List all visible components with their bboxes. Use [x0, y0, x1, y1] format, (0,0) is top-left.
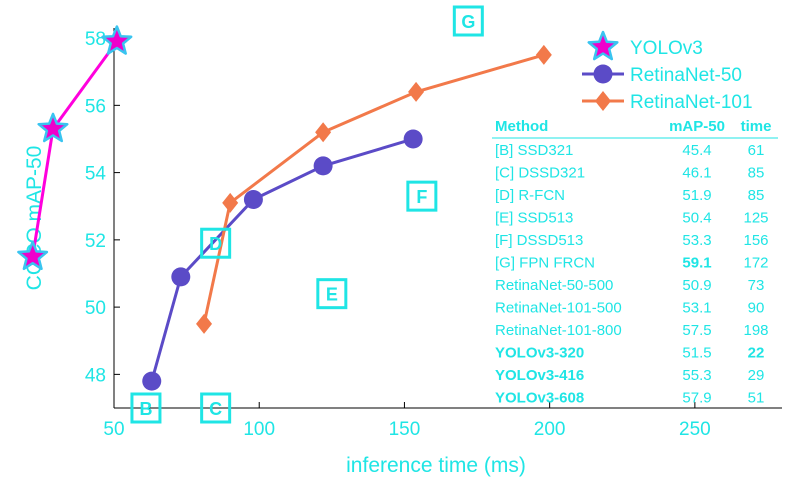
x-tick-label: 200 — [534, 419, 566, 440]
table-cell-map: 50.4 — [682, 210, 711, 227]
table-cell-time: 85 — [748, 187, 765, 204]
table-cell-method: RetinaNet-101-500 — [495, 300, 622, 317]
y-tick-label: 56 — [85, 96, 106, 117]
table-cell-time: 125 — [743, 210, 768, 227]
table-cell-time: 156 — [743, 232, 768, 249]
marker-letter-e: E — [326, 285, 338, 305]
marker-box-d — [200, 227, 232, 259]
data-point-retinanet-50 — [313, 156, 333, 176]
data-point-yolov3 — [17, 240, 49, 271]
table-cell-time: 198 — [743, 322, 768, 339]
x-axis-title: inference time (ms) — [346, 454, 526, 477]
data-point-retinanet-101 — [196, 313, 213, 334]
table-cell-map: 46.1 — [682, 165, 711, 182]
y-tick-label: 54 — [85, 164, 107, 185]
table-cell-map: 57.9 — [682, 390, 711, 407]
legend-marker — [593, 64, 613, 84]
legend-label: RetinaNet-50 — [630, 65, 742, 86]
data-point-retinanet-101 — [222, 192, 239, 213]
marker-box-f — [406, 180, 438, 212]
data-point-yolov3 — [37, 112, 69, 143]
table-cell-method: [B] SSD321 — [495, 142, 573, 159]
marker-box-e — [316, 278, 348, 310]
table-cell-method: [F] DSSD513 — [495, 232, 583, 249]
data-point-retinanet-50 — [142, 371, 162, 391]
data-point-retinanet-50 — [243, 190, 263, 210]
series-line-retinanet-50 — [150, 137, 414, 382]
table-cell-time: 22 — [748, 345, 765, 362]
table-cell-map: 53.3 — [682, 232, 711, 249]
table-cell-method: YOLOv3-320 — [495, 345, 584, 362]
table-cell-method: RetinaNet-101-800 — [495, 322, 622, 339]
table-cell-method: YOLOv3-608 — [495, 390, 584, 407]
marker-letter-b: B — [139, 399, 152, 419]
marker-letter-g: G — [461, 12, 475, 32]
marker-letter-f: F — [416, 187, 427, 207]
table-cell-time: 29 — [748, 367, 765, 384]
table-cell-map: 45.4 — [682, 142, 711, 159]
table-cell-map: 55.3 — [682, 367, 711, 384]
marker-box-c — [200, 392, 232, 424]
data-point-retinanet-101 — [408, 81, 425, 102]
table-cell-method: [C] DSSD321 — [495, 165, 585, 182]
table-cell-method: [E] SSD513 — [495, 210, 573, 227]
table-cell-method: YOLOv3-416 — [495, 367, 584, 384]
table-cell-map: 57.5 — [682, 322, 711, 339]
legend-marker — [595, 91, 611, 111]
table-cell-time: 61 — [748, 142, 765, 159]
data-point-yolov3 — [101, 25, 133, 55]
axes: 50 100 150 200 250 48 50 52 54 56 58 inference time… — [23, 28, 782, 477]
table-cell-method: [D] R-FCN — [495, 187, 565, 204]
x-tick-label: 250 — [679, 419, 711, 440]
table-cell-map: 51.5 — [682, 345, 711, 362]
series-layer — [17, 25, 552, 391]
table-cell-time: 73 — [748, 277, 765, 294]
marker-letter-d: D — [209, 234, 222, 254]
marker-box-g — [452, 5, 484, 37]
x-tick-label: 50 — [103, 419, 124, 440]
x-tick-label: 150 — [389, 419, 421, 440]
table-cell-time: 172 — [743, 255, 768, 272]
y-tick-label: 50 — [85, 298, 106, 319]
results-table: Method mAP-50 time [B] SSD321 45.4 61 [C] DSSD… — [492, 118, 778, 407]
table-cell-time: 90 — [748, 300, 765, 317]
legend: YOLOv3 RetinaNet-50 RetinaNet-101 — [582, 30, 753, 113]
table-cell-method: [G] FPN FRCN — [495, 255, 595, 272]
marker-box-b — [130, 392, 162, 424]
data-point-retinanet-101 — [535, 44, 552, 65]
x-tick-label: 100 — [243, 419, 275, 440]
data-point-retinanet-101 — [315, 122, 332, 143]
table-cell-map: 50.9 — [682, 277, 711, 294]
table-header-map: mAP-50 — [669, 118, 725, 135]
table-cell-map: 59.1 — [682, 255, 711, 272]
data-point-retinanet-50 — [171, 267, 191, 287]
legend-marker — [587, 30, 619, 61]
table-cell-map: 53.1 — [682, 300, 711, 317]
series-line-retinanet-101 — [202, 53, 545, 325]
point-markers-layer: B C D E F G — [130, 5, 484, 424]
table-cell-map: 51.9 — [682, 187, 711, 204]
y-tick-label: 52 — [85, 231, 106, 252]
legend-label: YOLOv3 — [630, 38, 703, 59]
legend-label: RetinaNet-101 — [630, 92, 753, 113]
table-cell-time: 85 — [748, 165, 765, 182]
data-point-retinanet-50 — [403, 129, 423, 149]
marker-letter-c: C — [209, 399, 222, 419]
table-cell-method: RetinaNet-50-500 — [495, 277, 613, 294]
y-tick-label: 58 — [85, 29, 106, 50]
table-cell-time: 51 — [748, 390, 765, 407]
table-header-time: time — [741, 118, 772, 135]
y-tick-label: 48 — [85, 365, 106, 386]
table-header-method: Method — [495, 118, 548, 135]
